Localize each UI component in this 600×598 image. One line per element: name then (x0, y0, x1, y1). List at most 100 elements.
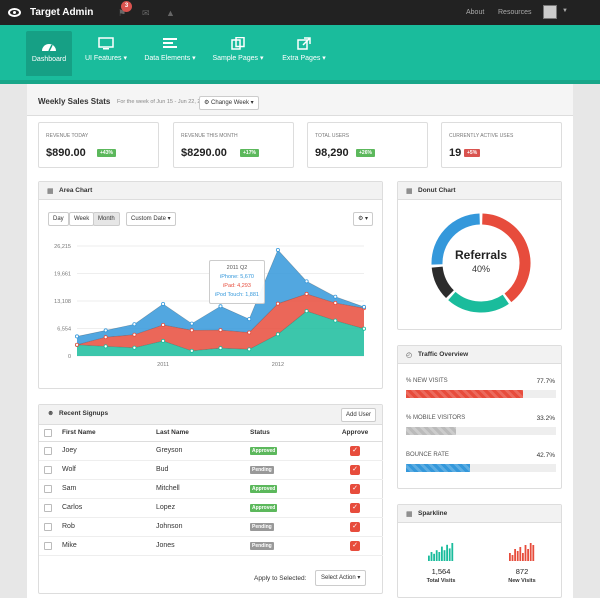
approve-checkbox[interactable]: ✓ (350, 521, 360, 532)
status-badge: Approved (250, 503, 278, 512)
add-user-button[interactable]: Add User (341, 408, 377, 422)
user-avatar[interactable] (543, 5, 557, 19)
data-point[interactable] (189, 328, 194, 333)
stat-value: $890.00 (46, 147, 86, 159)
approve-checkbox[interactable]: ✓ (350, 483, 360, 494)
row-checkbox[interactable] (44, 446, 52, 455)
donut-slice[interactable] (431, 266, 455, 299)
data-point[interactable] (275, 247, 280, 252)
data-point[interactable] (333, 294, 338, 299)
data-point[interactable] (161, 301, 166, 306)
sparkline-bar (441, 546, 443, 561)
first-name-cell: Sam (57, 479, 151, 499)
bell-icon[interactable]: ⚑ (118, 8, 127, 18)
approve-checkbox[interactable]: ✓ (350, 540, 360, 551)
dashboard-icon (42, 44, 56, 52)
data-point[interactable] (333, 318, 338, 323)
sparkline-bar (519, 547, 522, 561)
data-point[interactable] (304, 279, 309, 284)
data-point[interactable] (361, 326, 366, 331)
last-name-cell: Bud (151, 460, 245, 480)
data-point[interactable] (161, 322, 166, 327)
x-tick-label: 2012 (272, 362, 284, 368)
data-point[interactable] (304, 291, 309, 296)
approve-checkbox[interactable]: ✓ (350, 445, 360, 456)
row-checkbox[interactable] (44, 541, 52, 550)
donut-slice[interactable] (481, 213, 531, 303)
data-point[interactable] (361, 304, 366, 309)
nav-extra-pages[interactable]: Extra Pages ▾ (279, 25, 329, 73)
data-point[interactable] (189, 321, 194, 326)
range-day-button[interactable]: Day (48, 212, 69, 226)
nav-sample-pages[interactable]: Sample Pages ▾ (211, 25, 265, 73)
row-checkbox[interactable] (44, 522, 52, 531)
data-point[interactable] (103, 328, 108, 333)
approve-checkbox[interactable]: ✓ (350, 464, 360, 475)
table-row: Joey Greyson Approved ✓ (39, 441, 383, 461)
data-point[interactable] (132, 345, 137, 350)
chart-settings-button[interactable]: ⚙ ▾ (353, 212, 374, 226)
data-point[interactable] (75, 334, 80, 339)
range-month-button[interactable]: Month (93, 212, 120, 226)
panel-title: Area Chart (59, 187, 93, 194)
last-name-cell: Jones (151, 536, 245, 556)
range-week-button[interactable]: Week (69, 212, 95, 226)
select-all-checkbox[interactable] (44, 428, 52, 437)
data-point[interactable] (132, 332, 137, 337)
stat-active-users: Currently Active Uses 19 +5% (441, 122, 562, 168)
nav-dashboard[interactable]: Dashboard (26, 31, 72, 76)
sparkline-bar (451, 543, 454, 561)
apply-label: Apply to Selected: (254, 575, 307, 582)
data-point[interactable] (247, 330, 252, 335)
custom-date-dropdown[interactable]: Custom Date ▾ (126, 212, 176, 226)
nav-label: Sample Pages ▾ (212, 55, 264, 62)
status-badge: Pending (250, 522, 274, 531)
donut-slice[interactable] (448, 291, 509, 313)
data-point[interactable] (103, 344, 108, 349)
donut-slice[interactable] (431, 213, 481, 265)
data-point[interactable] (304, 309, 309, 314)
sparkline-bar (438, 552, 441, 561)
data-point[interactable] (132, 322, 137, 327)
data-point[interactable] (161, 338, 166, 343)
data-point[interactable] (247, 317, 252, 322)
about-link[interactable]: About (466, 9, 485, 16)
data-point[interactable] (333, 300, 338, 305)
brand-name[interactable]: Target Admin (30, 7, 94, 18)
data-point[interactable] (189, 348, 194, 353)
resources-link[interactable]: Resources (498, 9, 532, 16)
data-point[interactable] (247, 347, 252, 352)
data-point[interactable] (103, 335, 108, 340)
traffic-overview-panel: ◴ Traffic Overview % New Visits 77.7% % … (397, 345, 562, 489)
table-header-row: First Name Last Name Status Approve (39, 425, 383, 442)
data-point[interactable] (218, 328, 223, 333)
nav-data-elements[interactable]: Data Elements ▾ (143, 25, 197, 73)
change-week-button[interactable]: ⚙ Change Week ▾ (199, 96, 259, 110)
data-point[interactable] (275, 301, 280, 306)
data-point[interactable] (275, 332, 280, 337)
approve-checkbox[interactable]: ✓ (350, 502, 360, 513)
traffic-value: 77.7% (536, 378, 555, 385)
row-select-cell (39, 517, 57, 537)
data-point[interactable] (218, 304, 223, 309)
signups-table-body: Joey Greyson Approved ✓ Wolf Bud Pending ✓ Sam Mi… (39, 441, 383, 556)
tooltip-title: 2011 Q2 (226, 265, 248, 271)
sparkline-bar (443, 550, 446, 561)
chevron-down-icon[interactable]: ▼ (562, 8, 568, 14)
table-row: Rob Johnson Pending ✓ (39, 517, 383, 537)
warning-icon[interactable]: ▲ (166, 8, 175, 18)
sparkline-value: 872 (515, 567, 529, 576)
logo-icon (8, 8, 21, 17)
table-row: Sam Mitchell Approved ✓ (39, 479, 383, 499)
nav-label: UI Features ▾ (84, 55, 128, 62)
traffic-value: 33.2% (536, 415, 555, 422)
row-checkbox[interactable] (44, 484, 52, 493)
nav-ui-features[interactable]: UI Features ▾ (82, 25, 130, 73)
select-action-dropdown[interactable]: Select Action ▾ (315, 570, 367, 586)
data-point[interactable] (218, 346, 223, 351)
mail-icon[interactable]: ✉ (142, 8, 150, 18)
weekly-stats-header: Weekly Sales Stats For the week of Jun 1… (27, 84, 573, 116)
row-checkbox[interactable] (44, 503, 52, 512)
row-checkbox[interactable] (44, 465, 52, 474)
data-point[interactable] (75, 342, 80, 347)
